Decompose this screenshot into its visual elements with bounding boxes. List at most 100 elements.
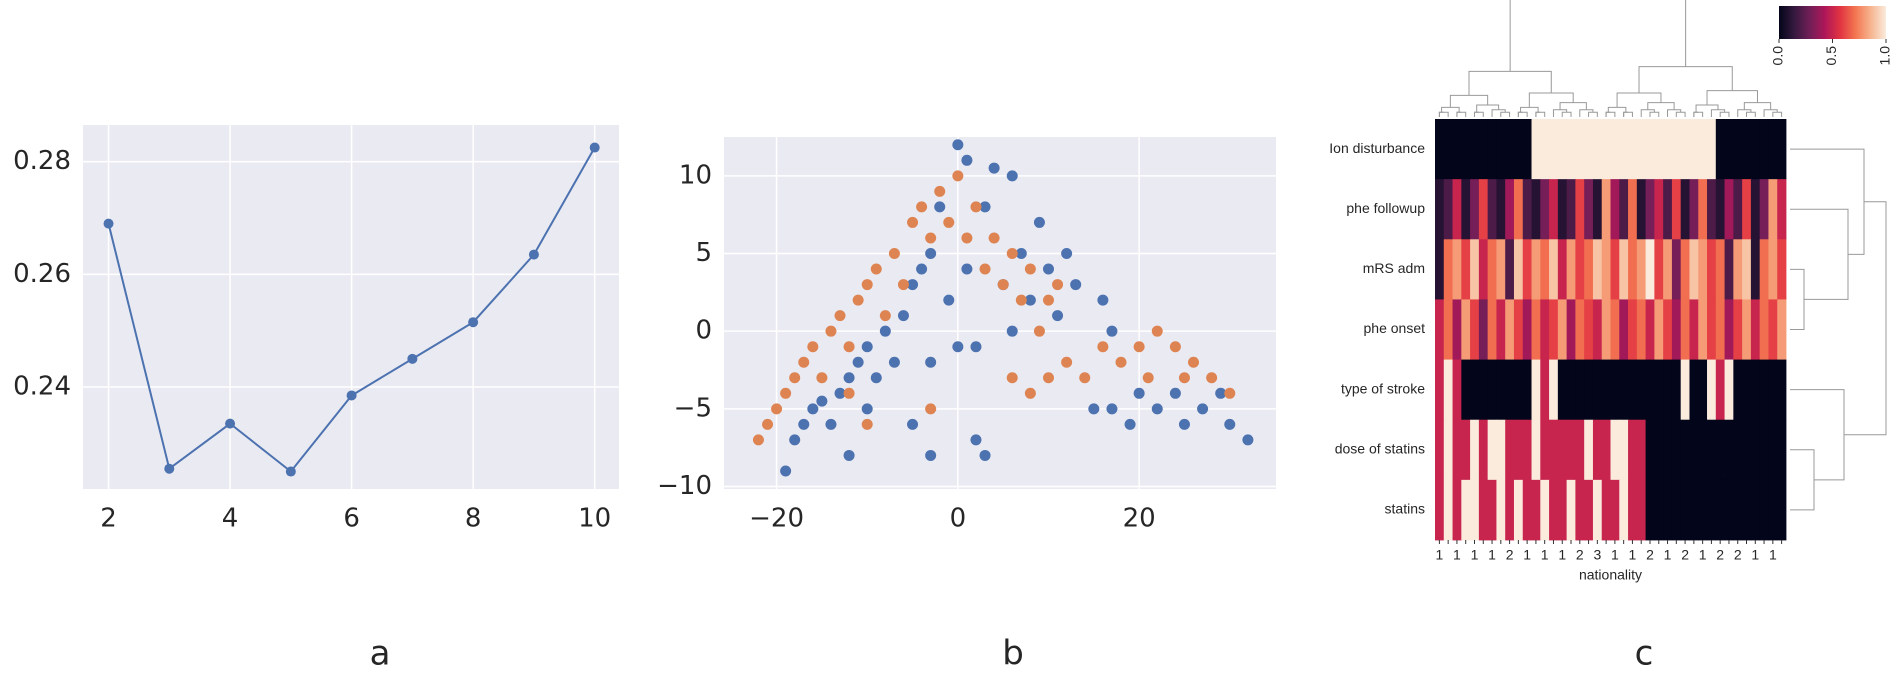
point <box>1169 387 1181 399</box>
heatmap-cell <box>1707 179 1717 240</box>
heatmap-cell <box>1671 239 1682 300</box>
heatmap-cell <box>1435 179 1445 240</box>
heatmap-cell <box>1505 119 1515 180</box>
x-tick-label: 1 <box>1751 547 1759 563</box>
dendrogram-link <box>1790 208 1849 300</box>
heatmap-cell <box>1487 239 1497 300</box>
heatmap-cell <box>1707 239 1717 300</box>
panel-caption: a <box>370 634 391 674</box>
heatmap-cell <box>1680 239 1690 300</box>
dendrogram-link <box>1772 111 1783 117</box>
point <box>1024 294 1036 306</box>
point <box>879 325 891 337</box>
heatmap-cell <box>1531 179 1541 240</box>
heatmap-cell <box>1768 179 1778 240</box>
heatmap-cell <box>1601 119 1611 180</box>
heatmap-cell <box>1750 239 1761 300</box>
heatmap-cell <box>1470 119 1480 180</box>
heatmap-cell <box>1513 479 1524 541</box>
dendrogram-link <box>1790 148 1865 255</box>
heatmap-cell <box>1610 119 1620 180</box>
heatmap-cell <box>1584 419 1594 481</box>
heatmap-cell <box>1522 179 1532 240</box>
heatmap-cell <box>1549 119 1559 180</box>
heatmap-cell <box>1435 239 1445 300</box>
heatmap-cell <box>1663 179 1673 240</box>
point <box>1024 263 1036 275</box>
heatmap-cell <box>1601 179 1611 240</box>
point <box>1042 372 1054 384</box>
heatmap-cell <box>1443 419 1453 481</box>
point <box>925 248 937 260</box>
y-tick-label: 10 <box>679 160 712 190</box>
heatmap-cell <box>1777 179 1787 240</box>
heatmap-cell <box>1671 179 1682 240</box>
dendrogram-link <box>1693 111 1699 117</box>
heatmap-cell <box>1689 299 1699 360</box>
y-tick-label: −5 <box>674 393 712 423</box>
heatmap-cell <box>1452 239 1462 300</box>
heatmap-cell <box>1636 179 1646 240</box>
heatmap-cell <box>1715 359 1725 421</box>
heatmap-cell <box>1707 119 1717 180</box>
heatmap-cell <box>1689 239 1699 300</box>
heatmap-cell <box>1443 179 1453 240</box>
heatmap-cell <box>1461 299 1471 360</box>
heatmap-cell <box>1478 419 1489 481</box>
heatmap-cell <box>1742 419 1752 481</box>
heatmap-cell <box>1698 299 1708 360</box>
heatmap-cell <box>1496 419 1506 481</box>
dendrogram-link <box>1737 109 1752 117</box>
point <box>825 418 837 430</box>
point <box>468 317 479 328</box>
point <box>843 387 855 399</box>
heatmap-cell <box>1522 419 1532 481</box>
heatmap-cell <box>1636 359 1646 421</box>
heatmap-cell <box>1496 179 1506 240</box>
heatmap-cell <box>1680 359 1690 421</box>
heatmap-cell <box>1443 479 1453 541</box>
plot-background <box>724 137 1276 489</box>
point <box>988 232 1000 244</box>
heatmap-cell <box>1452 299 1462 360</box>
heatmap-cell <box>1671 119 1682 180</box>
point <box>916 263 928 275</box>
x-tick-label: 1 <box>1435 547 1443 563</box>
heatmap-cell <box>1742 299 1752 360</box>
row-label: phe onset <box>1364 320 1426 336</box>
heatmap-cell <box>1715 419 1725 481</box>
heatmap-cell <box>1496 359 1506 421</box>
heatmap-cell <box>1575 119 1585 180</box>
point <box>1015 294 1027 306</box>
point <box>346 390 357 401</box>
heatmap-cell <box>1566 179 1576 240</box>
heatmap-cell <box>1435 299 1445 360</box>
dendrogram-link <box>1605 111 1616 117</box>
heatmap-cell <box>1531 239 1541 300</box>
heatmap-cell <box>1689 179 1699 240</box>
heatmap-cell <box>1592 359 1603 421</box>
colorbar-tick-label: 0.5 <box>1823 46 1839 66</box>
heatmap-cell <box>1733 119 1743 180</box>
heatmap-cell <box>1619 179 1629 240</box>
row-label: Ion disturbance <box>1329 140 1425 156</box>
point <box>1106 325 1118 337</box>
heatmap-cell <box>1531 359 1541 421</box>
heatmap-cell <box>1540 119 1550 180</box>
heatmap-cell <box>1768 479 1778 541</box>
x-tick-label: 1 <box>1541 547 1549 563</box>
heatmap-cell <box>1636 419 1646 481</box>
heatmap-cell <box>1522 299 1532 360</box>
heatmap-cell <box>1584 359 1594 421</box>
panel-caption: c <box>1635 634 1654 674</box>
heatmap-cell <box>1733 479 1743 541</box>
heatmap-cell <box>1557 299 1568 360</box>
dendrogram-link <box>1605 111 1611 117</box>
dendrogram-link <box>1693 111 1704 117</box>
point <box>780 387 792 399</box>
heatmap-cell <box>1496 299 1506 360</box>
heatmap-cell <box>1435 359 1445 421</box>
heatmap-cell <box>1759 359 1769 421</box>
point <box>934 201 946 213</box>
